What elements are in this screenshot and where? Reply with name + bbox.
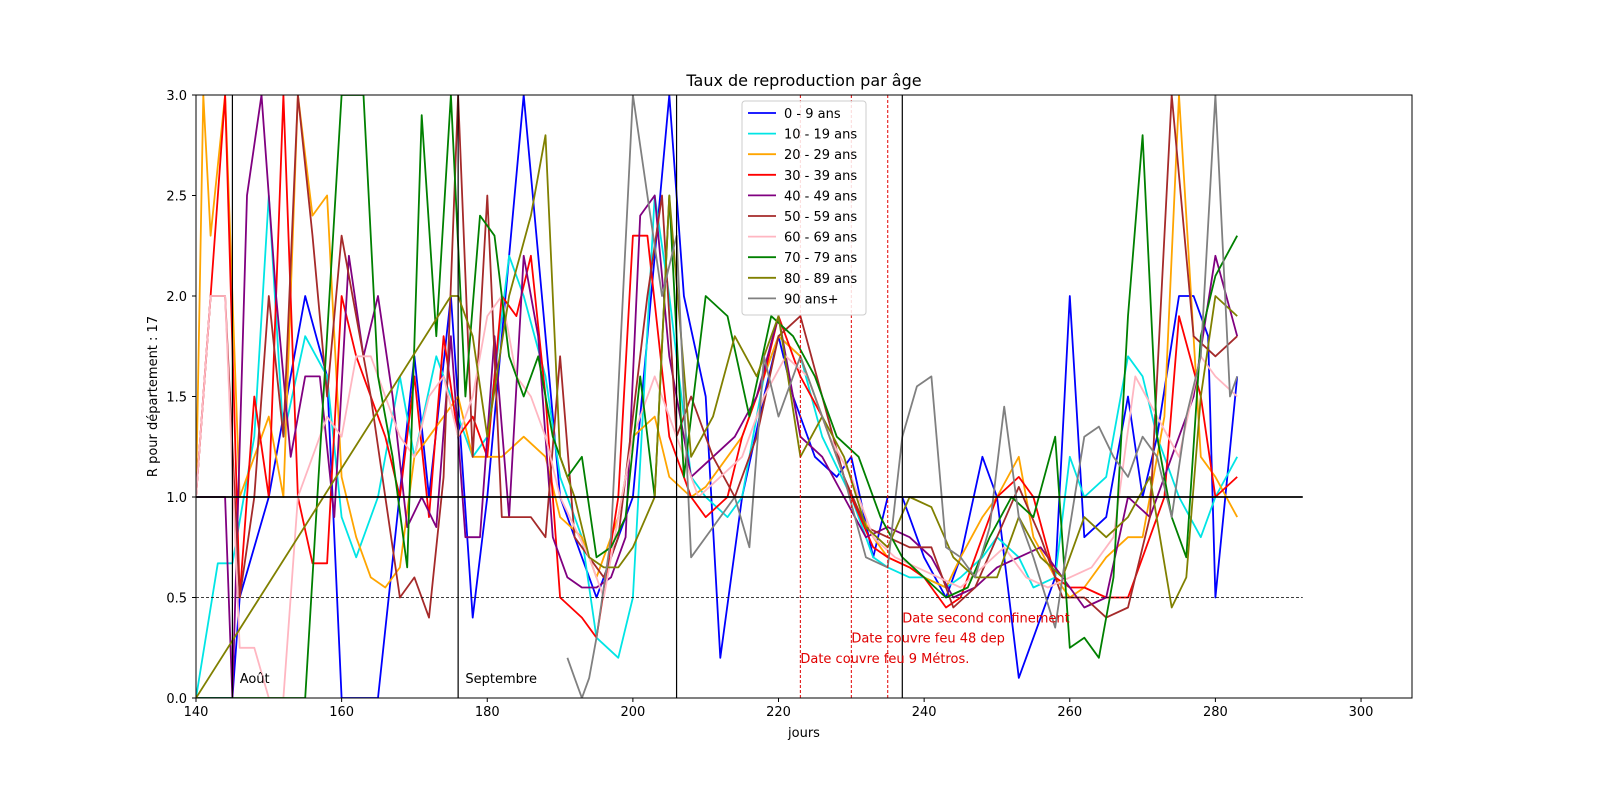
x-tick-label-8: 300 bbox=[1349, 705, 1374, 720]
x-tick-label-1: 160 bbox=[329, 705, 354, 720]
legend-label-8: 80 - 89 ans bbox=[784, 272, 857, 287]
legend-label-3: 30 - 39 ans bbox=[784, 169, 857, 184]
y-tick-label-3: 1.5 bbox=[166, 391, 187, 406]
x-tick-label-5: 240 bbox=[912, 705, 937, 720]
event-label-1: Date couvre feu 48 dep bbox=[851, 632, 1005, 647]
x-tick-label-4: 220 bbox=[766, 705, 791, 720]
legend-label-5: 50 - 59 ans bbox=[784, 210, 857, 225]
series-line-8 bbox=[196, 135, 1237, 698]
event-label-2: Date couvre feu 9 Métros. bbox=[800, 652, 969, 667]
x-tick-label-0: 140 bbox=[184, 705, 209, 720]
x-tick-label-2: 180 bbox=[475, 705, 500, 720]
month-label-0: Août bbox=[240, 672, 270, 687]
legend-label-2: 20 - 29 ans bbox=[784, 148, 857, 163]
x-axis-label: jours bbox=[787, 726, 820, 741]
series-line-1 bbox=[196, 196, 1237, 699]
chart-title: Taux de reproduction par âge bbox=[685, 71, 921, 90]
y-tick-label-4: 2.0 bbox=[166, 290, 187, 305]
y-tick-label-2: 1.0 bbox=[166, 491, 187, 506]
x-tick-label-7: 280 bbox=[1203, 705, 1228, 720]
legend-label-1: 10 - 19 ans bbox=[784, 128, 857, 143]
legend-label-4: 40 - 49 ans bbox=[784, 189, 857, 204]
y-tick-label-0: 0.0 bbox=[166, 692, 187, 707]
series-line-3 bbox=[196, 95, 1237, 638]
series-line-0 bbox=[196, 95, 1237, 698]
legend-label-0: 0 - 9 ans bbox=[784, 107, 841, 122]
legend-label-9: 90 ans+ bbox=[784, 292, 839, 307]
series-group bbox=[196, 95, 1237, 698]
series-line-5 bbox=[196, 95, 1237, 618]
x-tick-label-6: 260 bbox=[1057, 705, 1082, 720]
x-tick-label-3: 200 bbox=[620, 705, 645, 720]
y-tick-label-5: 2.5 bbox=[166, 190, 187, 205]
y-axis-label: R pour département : 17 bbox=[146, 316, 161, 477]
y-tick-label-1: 0.5 bbox=[166, 592, 187, 607]
legend-label-7: 70 - 79 ans bbox=[784, 251, 857, 266]
event-label-0: Date second confinement bbox=[902, 612, 1069, 627]
month-label-1: Septembre bbox=[465, 672, 537, 687]
legend-label-6: 60 - 69 ans bbox=[784, 231, 857, 246]
y-tick-label-6: 3.0 bbox=[166, 89, 187, 104]
